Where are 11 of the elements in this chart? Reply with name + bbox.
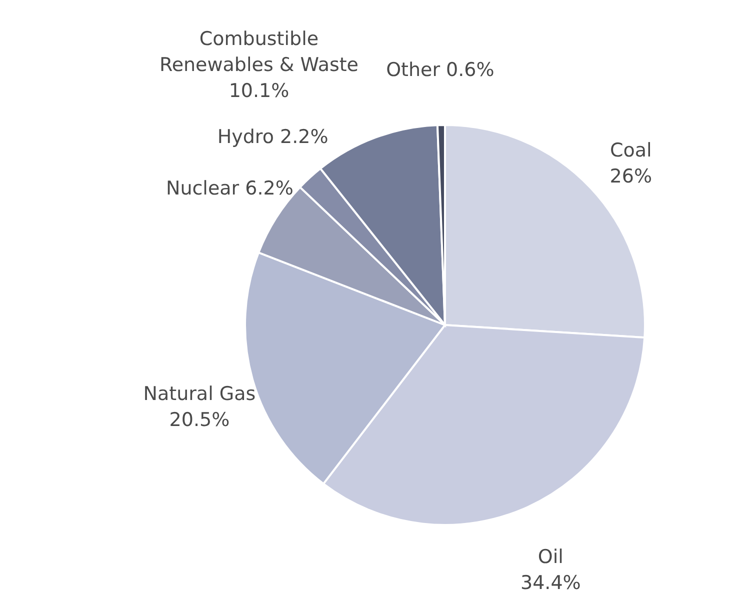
slice-label: Other 0.6% — [386, 59, 494, 82]
slice-label: Coal — [610, 139, 652, 162]
slice-label: Hydro 2.2% — [217, 126, 328, 148]
data-label: 34.4% — [520, 572, 581, 594]
slice-label: Oil — [538, 546, 564, 568]
slice-label: Nuclear 6.2% — [166, 177, 294, 200]
slice-label: Natural Gas — [143, 382, 256, 405]
data-label: 26% — [610, 165, 652, 188]
data-label: 20.5% — [169, 408, 230, 431]
slice-label: Combustible Renewables & Waste — [159, 28, 358, 76]
data-label: 10.1% — [228, 80, 290, 102]
